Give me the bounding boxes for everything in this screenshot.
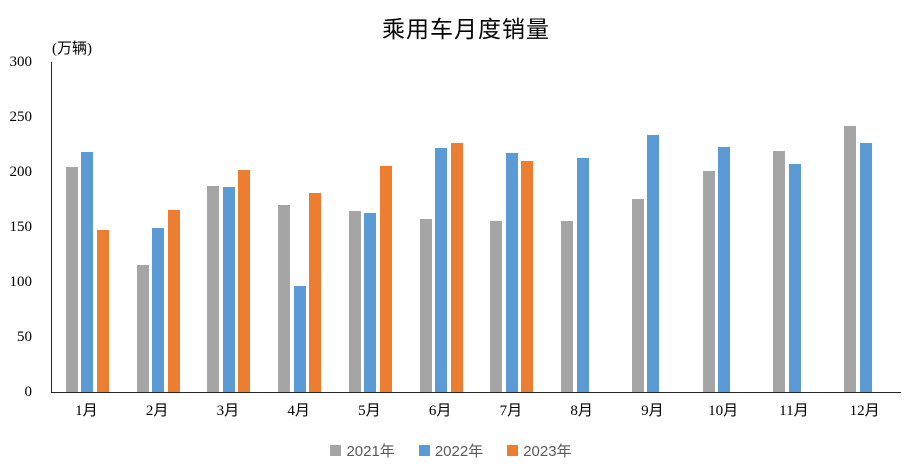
bar-2023年-6月 [450, 142, 463, 392]
y-tick-label: 50 [17, 329, 32, 345]
legend-label: 2021年 [346, 443, 395, 460]
y-tick-label: 0 [24, 384, 33, 400]
x-tick-label: 11月 [779, 403, 809, 419]
legend-item-2021年: 2021年 [330, 440, 395, 461]
x-tick-label: 12月 [849, 403, 880, 419]
bar-2022年-10月 [718, 146, 731, 392]
x-tick-label: 1月 [75, 403, 98, 419]
legend-label: 2022年 [434, 443, 484, 460]
y-tick-label: 200 [9, 164, 33, 180]
bar-2021年-3月 [207, 185, 220, 392]
x-tick-label: 8月 [570, 403, 593, 419]
legend-swatch-icon [330, 445, 342, 456]
y-tick-label: 150 [9, 219, 33, 235]
x-tick-label: 4月 [287, 403, 310, 419]
legend-swatch-icon [418, 445, 430, 456]
y-tick-label: 100 [9, 274, 33, 290]
legend-item-2023年: 2023年 [507, 440, 572, 461]
bar-2022年-8月 [576, 158, 589, 392]
x-tick-label: 10月 [708, 403, 739, 419]
bar-2021年-10月 [702, 171, 715, 392]
bar-2021年-1月 [65, 167, 78, 392]
bar-2021年-8月 [561, 221, 574, 392]
chart-legend: 2021年 2022年 2023年 [0, 440, 902, 461]
bar-2021年-5月 [348, 210, 361, 392]
bar-2022年-11月 [788, 163, 801, 392]
bar-2023年-2月 [167, 210, 180, 392]
bar-2023年-5月 [379, 166, 392, 392]
chart-title: 乘用车月度销量 [382, 17, 550, 42]
bar-2021年-6月 [419, 219, 432, 392]
bar-2022年-5月 [364, 213, 377, 392]
bar-2022年-1月 [81, 151, 94, 392]
y-tick-label: 300 [9, 54, 33, 70]
legend-swatch-icon [507, 445, 519, 456]
bar-2022年-4月 [293, 285, 306, 392]
bar-2023年-4月 [309, 192, 322, 392]
x-tick-label: 7月 [499, 403, 523, 419]
bar-2021年-2月 [136, 264, 149, 392]
bar-2021年-4月 [278, 204, 291, 392]
bar-2022年-6月 [435, 147, 448, 392]
bar-2023年-1月 [96, 230, 109, 392]
bar-2022年-2月 [152, 228, 165, 392]
plot-area [51, 62, 901, 393]
legend-label: 2023年 [523, 443, 572, 460]
x-tick-label: 6月 [428, 403, 452, 419]
bar-2021年-9月 [631, 199, 644, 392]
y-tick-label: 250 [9, 109, 33, 125]
x-tick-label: 9月 [641, 403, 664, 419]
bar-2022年-9月 [647, 135, 660, 392]
bar-2021年-11月 [773, 150, 786, 392]
bar-2023年-3月 [238, 170, 251, 392]
x-tick-label: 5月 [358, 403, 381, 419]
bar-2021年-7月 [490, 221, 503, 392]
bar-2022年-7月 [505, 152, 518, 392]
bar-2022年-3月 [222, 186, 235, 392]
bar-2021年-12月 [844, 125, 857, 392]
x-tick-label: 3月 [216, 403, 240, 419]
bar-2022年-12月 [859, 143, 872, 392]
y-axis-unit-label: (万辆) [52, 41, 92, 57]
x-tick-label: 2月 [145, 403, 169, 419]
bar-2023年-7月 [521, 161, 534, 392]
legend-item-2022年: 2022年 [418, 440, 484, 461]
